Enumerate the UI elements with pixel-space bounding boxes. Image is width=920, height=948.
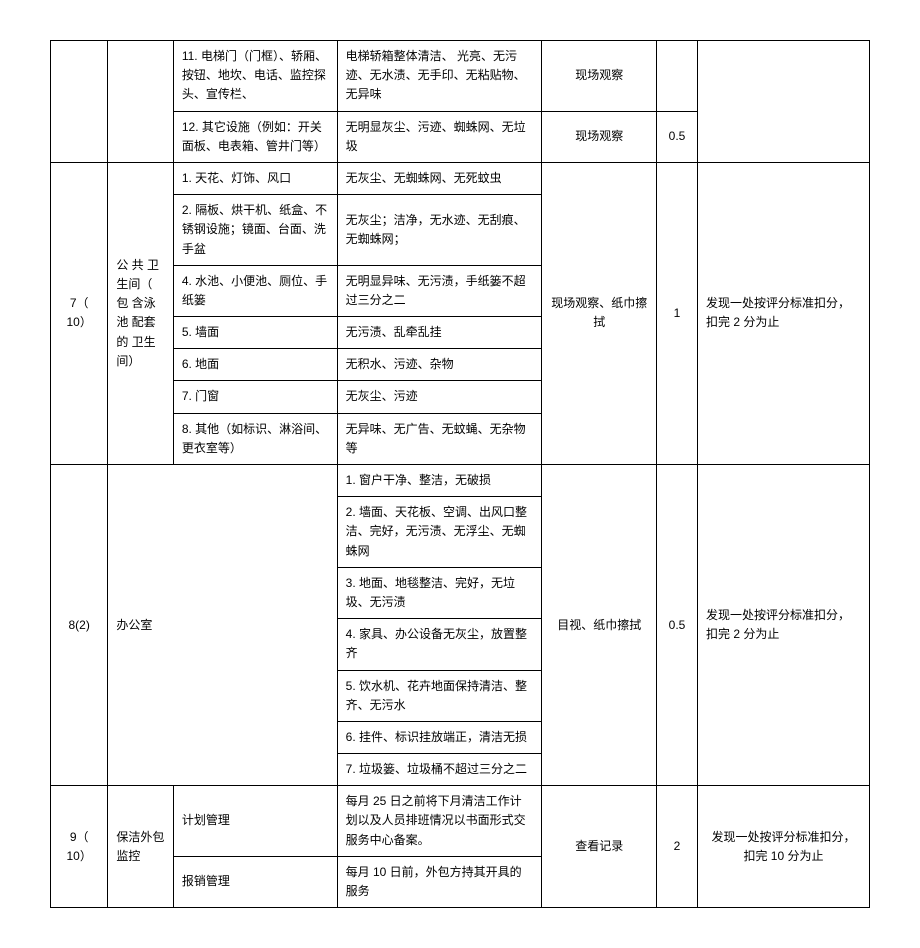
cell-id: 7（ 10） [51,162,108,464]
cell-cat: 办公室 [108,465,337,786]
cell-score: 0.5 [657,465,698,786]
cell-score [657,41,698,112]
cell-cat: 保洁外包监控 [108,786,174,908]
cell-item: 6. 地面 [173,349,337,381]
cell-std: 3. 地面、地毯整洁、完好，无垃圾、无污渍 [337,567,542,618]
cell-std: 无明显异味、无污渍，手纸篓不超过三分之二 [337,265,542,316]
cell-std: 1. 窗户干净、整洁，无破损 [337,465,542,497]
cell-std: 电梯轿箱整体清洁、 光亮、无污迹、无水渍、无手印、无粘贴物、无异味 [337,41,542,112]
cell-std: 无灰尘、无蜘蛛网、无死蚊虫 [337,162,542,194]
cell-std: 6. 挂件、标识挂放端正，清洁无损 [337,721,542,753]
cell-note: 发现一处按评分标准扣分，扣完 2 分为止 [697,162,869,464]
table-row: 11. 电梯门（门框）、轿厢、按钮、地坎、电话、监控探头、宣传栏、 电梯轿箱整体… [51,41,870,112]
cell-method: 现场观察、纸巾擦拭 [542,162,657,464]
cell-std: 无积水、污迹、杂物 [337,349,542,381]
table-row: 7（ 10） 公 共 卫生间（ 包 含泳 池 配套 的 卫生间） 1. 天花、灯… [51,162,870,194]
cell-score: 0.5 [657,111,698,162]
cell-cat-prev [108,41,174,163]
cell-std: 无明显灰尘、污迹、蜘蛛网、无垃圾 [337,111,542,162]
cell-item: 1. 天花、灯饰、风口 [173,162,337,194]
cell-note-prev [697,41,869,163]
cell-std: 4. 家具、办公设备无灰尘，放置整齐 [337,619,542,670]
cell-item: 7. 门窗 [173,381,337,413]
cell-item: 2. 隔板、烘干机、纸盒、不锈钢设施；镜面、台面、洗手盆 [173,195,337,266]
cell-std: 2. 墙面、天花板、空调、出风口整洁、完好，无污渍、无浮尘、无蜘蛛网 [337,497,542,568]
cell-method: 查看记录 [542,786,657,908]
cell-std: 无灰尘、污迹 [337,381,542,413]
cell-cat: 公 共 卫生间（ 包 含泳 池 配套 的 卫生间） [108,162,174,464]
cell-item: 12. 其它设施（例如：开关面板、电表箱、管井门等） [173,111,337,162]
cell-std: 无异味、无广告、无蚊蝇、无杂物等 [337,413,542,464]
cell-item: 11. 电梯门（门框）、轿厢、按钮、地坎、电话、监控探头、宣传栏、 [173,41,337,112]
cell-item: 计划管理 [173,786,337,857]
cell-item: 4. 水池、小便池、厕位、手纸篓 [173,265,337,316]
cell-score: 2 [657,786,698,908]
cell-note: 发现一处按评分标准扣分， 扣完 10 分为止 [697,786,869,908]
cell-method: 现场观察 [542,111,657,162]
cell-std: 无污渍、乱牵乱挂 [337,317,542,349]
table-row: 9（ 10） 保洁外包监控 计划管理 每月 25 日之前将下月清洁工作计划以及人… [51,786,870,857]
cell-item: 报销管理 [173,856,337,907]
cell-note: 发现一处按评分标准扣分，扣完 2 分为止 [697,465,869,786]
cell-std: 每月 25 日之前将下月清洁工作计划以及人员排班情况以书面形式交服务中心备案。 [337,786,542,857]
evaluation-table: 11. 电梯门（门框）、轿厢、按钮、地坎、电话、监控探头、宣传栏、 电梯轿箱整体… [50,40,870,908]
cell-std: 5. 饮水机、花卉地面保持清洁、整齐、无污水 [337,670,542,721]
cell-score: 1 [657,162,698,464]
cell-item: 8. 其他（如标识、淋浴间、更衣室等） [173,413,337,464]
cell-method: 目视、纸巾擦拭 [542,465,657,786]
cell-item: 5. 墙面 [173,317,337,349]
cell-std: 无灰尘；洁净，无水迹、无刮痕、无蜘蛛网； [337,195,542,266]
cell-method: 现场观察 [542,41,657,112]
cell-std: 7. 垃圾篓、垃圾桶不超过三分之二 [337,754,542,786]
table-row: 8(2) 办公室 1. 窗户干净、整洁，无破损 目视、纸巾擦拭 0.5 发现一处… [51,465,870,497]
cell-id-prev [51,41,108,163]
cell-id: 9（ 10） [51,786,108,908]
cell-std: 每月 10 日前，外包方持其开具的服务 [337,856,542,907]
cell-id: 8(2) [51,465,108,786]
